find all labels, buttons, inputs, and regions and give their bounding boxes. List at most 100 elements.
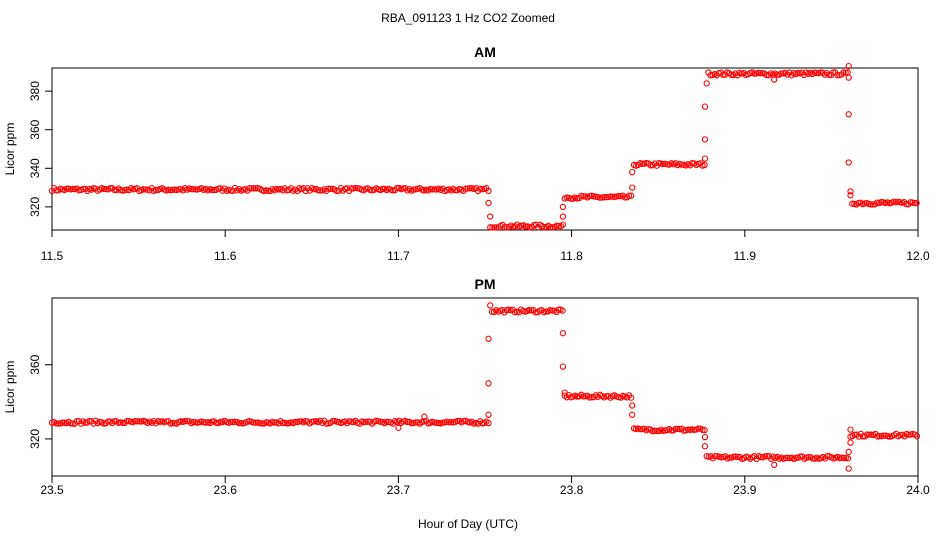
- data-point: [142, 186, 149, 193]
- data-point: [325, 185, 332, 192]
- data-point: [695, 425, 702, 432]
- data-point: [412, 419, 419, 426]
- data-point: [485, 199, 492, 207]
- panel-pm: PM Licor ppm 23.5 23.6 23.7 23.8 23.9 24.0 320 36…: [3, 276, 930, 497]
- data-point: [629, 411, 636, 418]
- data-point: [559, 363, 567, 370]
- data-point: [773, 71, 781, 78]
- data-point: [845, 448, 852, 456]
- data-point: [501, 223, 508, 231]
- plot-frame: [51, 297, 919, 477]
- figure-xlabel: Hour of Day (UTC): [418, 517, 518, 531]
- data-point: [847, 439, 854, 446]
- data-point: [314, 187, 322, 194]
- data-point: [603, 194, 610, 201]
- x-tick-label: 23.5: [40, 483, 64, 497]
- data-point: [559, 330, 567, 337]
- plot-frame: [51, 67, 919, 231]
- data-point: [596, 194, 604, 201]
- data-point: [208, 186, 216, 194]
- data-point: [555, 306, 562, 313]
- data-point: [778, 70, 785, 77]
- data-point: [761, 453, 769, 460]
- data-point: [491, 224, 498, 231]
- x-tick-label: 23.6: [214, 483, 238, 497]
- data-point: [445, 419, 453, 426]
- data-point: [410, 186, 417, 193]
- data-point: [487, 302, 494, 309]
- data-point: [771, 461, 778, 469]
- data-point: [421, 413, 428, 420]
- data-point: [229, 418, 236, 426]
- data-point: [876, 432, 883, 440]
- data-point: [485, 419, 492, 427]
- data-point: [607, 193, 614, 200]
- data-point: [433, 419, 440, 426]
- data-point: [102, 185, 110, 193]
- data-point: [782, 454, 789, 462]
- data-point: [231, 418, 239, 425]
- data-point: [559, 203, 567, 211]
- data-point: [829, 69, 837, 76]
- data-point: [136, 418, 143, 425]
- data-point: [140, 186, 147, 193]
- data-point: [250, 419, 257, 426]
- data-point: [628, 192, 635, 199]
- x-tick-label: 12.0: [906, 249, 930, 263]
- data-point: [559, 221, 567, 228]
- data-point: [728, 71, 735, 78]
- y-tick-label: 320: [28, 197, 42, 217]
- data-point: [845, 74, 852, 81]
- y-tick-label: 360: [28, 119, 42, 139]
- data-point: [292, 418, 299, 426]
- data-point: [59, 419, 66, 426]
- x-tick-label: 11.8: [560, 249, 583, 263]
- data-point: [316, 187, 324, 194]
- data-point: [701, 155, 709, 162]
- data-point: [845, 465, 852, 472]
- data-point: [629, 402, 636, 409]
- data-point: [181, 418, 189, 425]
- data-point: [732, 453, 739, 460]
- data-point: [866, 431, 873, 438]
- data-points: [48, 302, 921, 472]
- x-tick-label: 24.0: [906, 483, 930, 497]
- data-point: [152, 186, 160, 194]
- data-point: [279, 419, 286, 427]
- data-point: [63, 185, 70, 192]
- y-tick-label: 320: [28, 429, 42, 449]
- data-point: [880, 432, 887, 439]
- data-point: [348, 185, 355, 192]
- data-point: [609, 193, 616, 200]
- data-point: [849, 200, 856, 207]
- data-point: [639, 160, 646, 167]
- data-point: [847, 188, 854, 195]
- x-tick-label: 11.6: [214, 249, 237, 263]
- data-point: [327, 185, 334, 193]
- data-point: [757, 70, 764, 77]
- data-point: [674, 425, 681, 433]
- data-point: [805, 454, 812, 461]
- data-point: [323, 420, 330, 427]
- data-point: [252, 185, 259, 192]
- data-point: [615, 192, 622, 200]
- data-point: [703, 80, 710, 87]
- data-point: [252, 419, 259, 426]
- data-point: [668, 427, 675, 434]
- data-point: [863, 431, 871, 438]
- data-point: [844, 455, 852, 462]
- data-point: [53, 420, 60, 427]
- data-point: [628, 394, 635, 401]
- data-point: [485, 411, 492, 418]
- data-point: [555, 222, 562, 230]
- x-tick-label: 11.9: [734, 249, 757, 263]
- data-point: [296, 418, 303, 425]
- data-point: [567, 195, 575, 202]
- data-point: [637, 425, 644, 433]
- data-point: [701, 443, 709, 450]
- data-point: [840, 69, 847, 76]
- data-point: [256, 420, 263, 427]
- data-point: [907, 199, 914, 206]
- data-point: [701, 433, 709, 441]
- data-point: [701, 426, 708, 434]
